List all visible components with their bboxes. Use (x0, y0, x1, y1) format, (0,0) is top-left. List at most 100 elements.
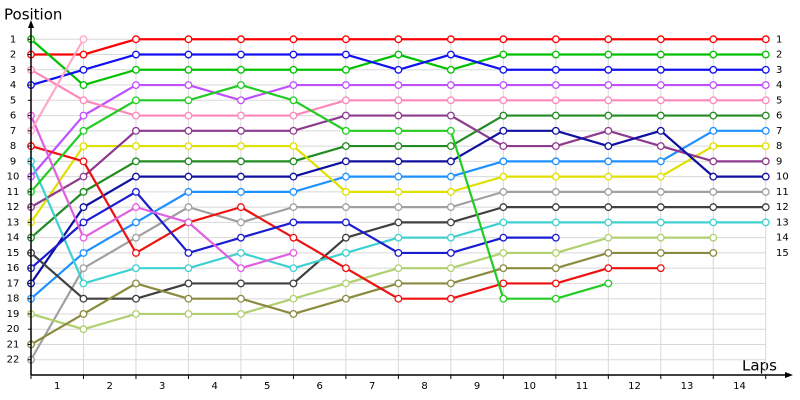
data-point (79, 157, 88, 166)
data-point (604, 142, 613, 151)
data-point (551, 187, 560, 196)
data-point (289, 279, 298, 288)
data-point (499, 233, 508, 242)
data-point (289, 218, 298, 227)
data-point (341, 187, 350, 196)
data-point (236, 233, 245, 242)
y-tick-label: 5 (10, 95, 16, 106)
y-tick-label: 19 (7, 309, 20, 320)
y-tick-label: 6 (10, 111, 16, 122)
data-point (656, 233, 665, 242)
data-point (656, 81, 665, 89)
y-tick-label: 4 (10, 80, 16, 91)
data-point (289, 310, 298, 318)
data-point (551, 35, 560, 44)
data-point (761, 111, 770, 120)
data-point (132, 35, 140, 44)
y-tick-label: 9 (10, 156, 16, 167)
data-point (709, 111, 718, 120)
y2-tick-label: 5 (776, 95, 782, 106)
data-point (341, 172, 350, 181)
data-point (289, 65, 298, 74)
y2-tick-label: 10 (776, 172, 789, 183)
data-point (551, 294, 560, 303)
data-point (394, 279, 403, 288)
data-point (236, 126, 245, 135)
y-tick-label: 20 (7, 324, 20, 335)
data-point (709, 218, 718, 227)
data-point (499, 65, 508, 74)
x-tick-label: 4 (212, 381, 218, 392)
x-tick-label: 1 (54, 381, 60, 392)
y-tick-label: 18 (7, 294, 20, 305)
data-point (394, 35, 403, 44)
data-point (656, 187, 665, 196)
data-point (394, 157, 403, 166)
y2-tick-label: 4 (776, 80, 782, 91)
data-point (341, 65, 350, 74)
x-tick-label: 8 (421, 381, 427, 392)
data-point (236, 279, 245, 288)
y-tick-label: 11 (7, 187, 20, 198)
data-point (236, 203, 245, 212)
data-point (79, 96, 88, 105)
data-point (446, 35, 455, 44)
data-point (184, 294, 193, 303)
data-point (184, 279, 193, 288)
data-point (394, 81, 403, 89)
data-point (184, 111, 193, 120)
data-point (79, 172, 88, 181)
data-point (551, 65, 560, 74)
data-point (551, 50, 560, 59)
data-point (394, 264, 403, 273)
data-point (656, 157, 665, 166)
data-point (289, 248, 298, 257)
data-point (709, 187, 718, 196)
data-point (761, 172, 770, 181)
data-point (709, 142, 718, 151)
data-point (499, 111, 508, 120)
data-point (499, 157, 508, 166)
data-point (289, 294, 298, 303)
data-point (499, 172, 508, 181)
y-tick-label: 12 (7, 202, 20, 213)
data-point (656, 203, 665, 212)
data-point (446, 96, 455, 105)
data-point (236, 264, 245, 273)
data-point (394, 294, 403, 303)
data-point (761, 187, 770, 196)
data-point (341, 233, 350, 242)
data-point (289, 203, 298, 212)
data-point (236, 157, 245, 166)
x-tick-label: 7 (369, 381, 375, 392)
data-point (79, 142, 88, 151)
data-point (761, 203, 770, 212)
data-point (132, 218, 140, 227)
data-point (551, 248, 560, 257)
data-point (184, 81, 193, 89)
data-point (446, 81, 455, 89)
data-point (132, 172, 140, 181)
data-point (604, 203, 613, 212)
data-point (79, 294, 88, 303)
data-point (446, 218, 455, 227)
y2-tick-label: 15 (776, 248, 789, 259)
data-point (289, 50, 298, 59)
data-point (79, 233, 88, 242)
data-point (132, 50, 140, 59)
y-tick-label: 3 (10, 65, 16, 76)
data-point (79, 248, 88, 257)
data-point (289, 264, 298, 273)
data-point (499, 248, 508, 257)
x-tick-label: 11 (576, 381, 589, 392)
data-point (184, 248, 193, 257)
y2-tick-label: 11 (776, 187, 789, 198)
data-point (236, 111, 245, 120)
data-point (446, 50, 455, 59)
y2-tick-label: 13 (776, 217, 789, 228)
data-point (499, 96, 508, 105)
data-point (499, 294, 508, 303)
data-point (446, 294, 455, 303)
data-point (604, 279, 613, 288)
data-point (394, 172, 403, 181)
